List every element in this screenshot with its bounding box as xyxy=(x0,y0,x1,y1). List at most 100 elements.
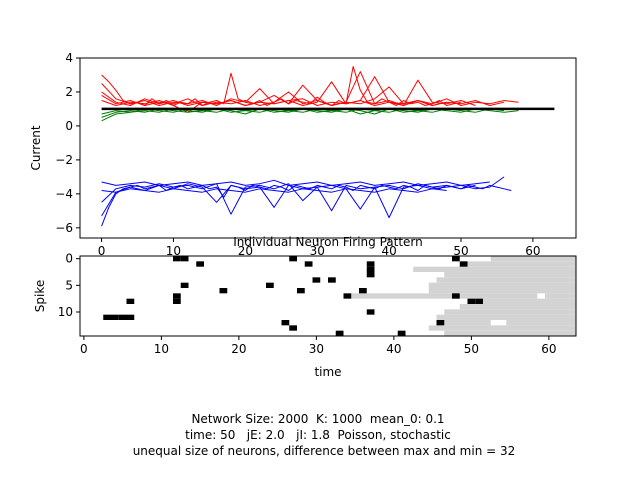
raster-inactive-run xyxy=(428,288,576,294)
firing-x-label: time xyxy=(314,365,341,379)
raster-spike xyxy=(173,293,181,299)
raster-inactive-run xyxy=(351,293,538,299)
current-y-label: Current xyxy=(29,125,43,170)
raster-inactive-run xyxy=(545,293,576,299)
raster-spike xyxy=(289,256,297,262)
current-x-tick-label: 0 xyxy=(98,244,106,258)
firing-y-axis: 0 5 10 xyxy=(58,252,80,319)
raster-inactive-run xyxy=(428,325,576,331)
current-y-tick-label: −2 xyxy=(55,153,73,167)
raster-inactive-run xyxy=(467,261,576,267)
current-x-tick-label: 20 xyxy=(238,244,253,258)
current-trace-0-3 xyxy=(101,86,447,106)
current-y-axis: 4 2 0 −2 −4 −6 xyxy=(55,51,80,235)
current-trace-2-3 xyxy=(101,179,490,186)
caption-line-1: Network Size: 2000 K: 1000 mean_0: 0.1 xyxy=(191,412,444,426)
raster-inactive-run xyxy=(444,309,576,315)
current-plot-background xyxy=(80,58,576,238)
current-trace-2-4 xyxy=(101,188,447,193)
caption-line-2: time: 50 jE: 2.0 jI: 1.8 Poisson, stocha… xyxy=(185,428,451,442)
raster-spike xyxy=(111,314,119,320)
firing-x-tick-label: 20 xyxy=(231,342,246,356)
raster-spike xyxy=(467,298,476,304)
raster-inactive-run xyxy=(436,320,491,326)
raster-spike xyxy=(335,330,344,336)
raster-inactive-run xyxy=(490,256,576,262)
raster-spike xyxy=(366,266,375,272)
caption: Network Size: 2000 K: 1000 mean_0: 0.1 t… xyxy=(133,412,516,458)
firing-x-tick-label: 60 xyxy=(541,342,556,356)
current-y-tick-label: −4 xyxy=(55,187,73,201)
raster-inactive-run xyxy=(506,320,576,326)
raster-spike xyxy=(475,298,483,304)
raster-spike xyxy=(459,261,468,267)
raster-spike xyxy=(366,272,375,278)
current-x-tick-label: 60 xyxy=(525,244,540,258)
firing-x-tick-label: 30 xyxy=(309,342,324,356)
current-x-axis: 0 10 20 30 40 50 60 xyxy=(98,238,541,258)
current-y-tick-label: 2 xyxy=(65,85,73,99)
raster-spike xyxy=(173,298,181,304)
raster-spike xyxy=(219,288,228,294)
raster-spike xyxy=(343,293,352,299)
current-series-group xyxy=(101,66,555,227)
raster-spike xyxy=(180,256,189,262)
raster-spike xyxy=(304,261,313,267)
raster-spike xyxy=(328,277,336,283)
firing-pattern-title: Individual Neuron Firing Pattern xyxy=(233,235,423,249)
raster-spike xyxy=(126,314,135,320)
current-x-tick-label: 40 xyxy=(381,244,396,258)
raster-inactive-run xyxy=(444,272,576,278)
current-x-tick-label: 50 xyxy=(453,244,468,258)
raster-inactive-run xyxy=(444,330,576,336)
raster-inactive-run xyxy=(459,304,576,310)
raster-spike xyxy=(173,256,181,262)
raster-spike xyxy=(452,256,460,262)
raster-inactive-run xyxy=(436,314,576,320)
firing-x-tick-label: 50 xyxy=(464,342,479,356)
raster-inactive-run xyxy=(483,298,576,304)
raster-inactive-run xyxy=(428,282,576,288)
current-x-tick-label: 30 xyxy=(310,244,325,258)
raster-spike xyxy=(312,277,321,283)
raster-spike xyxy=(452,293,460,299)
raster-spike xyxy=(397,330,406,336)
raster-inactive-run xyxy=(436,277,576,283)
current-x-tick-label: 10 xyxy=(166,244,181,258)
current-trace-0-4 xyxy=(101,98,505,113)
raster-spike xyxy=(196,261,204,267)
firing-plot-frame xyxy=(79,255,577,337)
raster-spike xyxy=(297,288,305,294)
caption-line-3: unequal size of neurons, difference betw… xyxy=(133,444,516,458)
firing-x-axis: 0 10 20 30 40 50 60 xyxy=(80,336,557,356)
current-y-tick-label: −6 xyxy=(55,221,73,235)
raster-spike xyxy=(436,320,445,326)
firing-y-label: Spike xyxy=(33,280,47,312)
raster-inactive-run xyxy=(413,266,576,272)
firing-x-tick-label: 0 xyxy=(80,342,88,356)
raster-spike xyxy=(118,314,127,320)
current-y-tick-label: 0 xyxy=(65,119,73,133)
raster-spike xyxy=(180,282,189,288)
raster-spikes-group xyxy=(103,256,483,336)
current-plot-frame xyxy=(79,57,577,239)
raster-spike xyxy=(126,298,135,304)
firing-x-tick-label: 40 xyxy=(386,342,401,356)
raster-inactive-group xyxy=(351,256,576,336)
raster-spike xyxy=(266,282,274,288)
raster-spike xyxy=(289,325,297,331)
raster-spike xyxy=(366,261,375,267)
current-trace-1-2 xyxy=(101,108,505,115)
raster-spike xyxy=(281,320,290,326)
firing-y-tick-label: 10 xyxy=(58,305,73,319)
current-plot: 0 10 20 30 40 50 60 420−2−4−6 Current xyxy=(29,51,577,258)
raster-spike xyxy=(359,288,367,294)
firing-y-tick-label: 5 xyxy=(65,278,73,292)
firing-x-tick-label: 10 xyxy=(154,342,169,356)
firing-y-tick-label: 0 xyxy=(65,252,73,266)
firing-pattern-plot: Individual Neuron Firing Pattern 0 10 20 30… xyxy=(33,235,577,379)
raster-spike xyxy=(366,309,375,315)
raster-spike xyxy=(103,314,111,320)
current-trace-0-1 xyxy=(101,76,519,106)
